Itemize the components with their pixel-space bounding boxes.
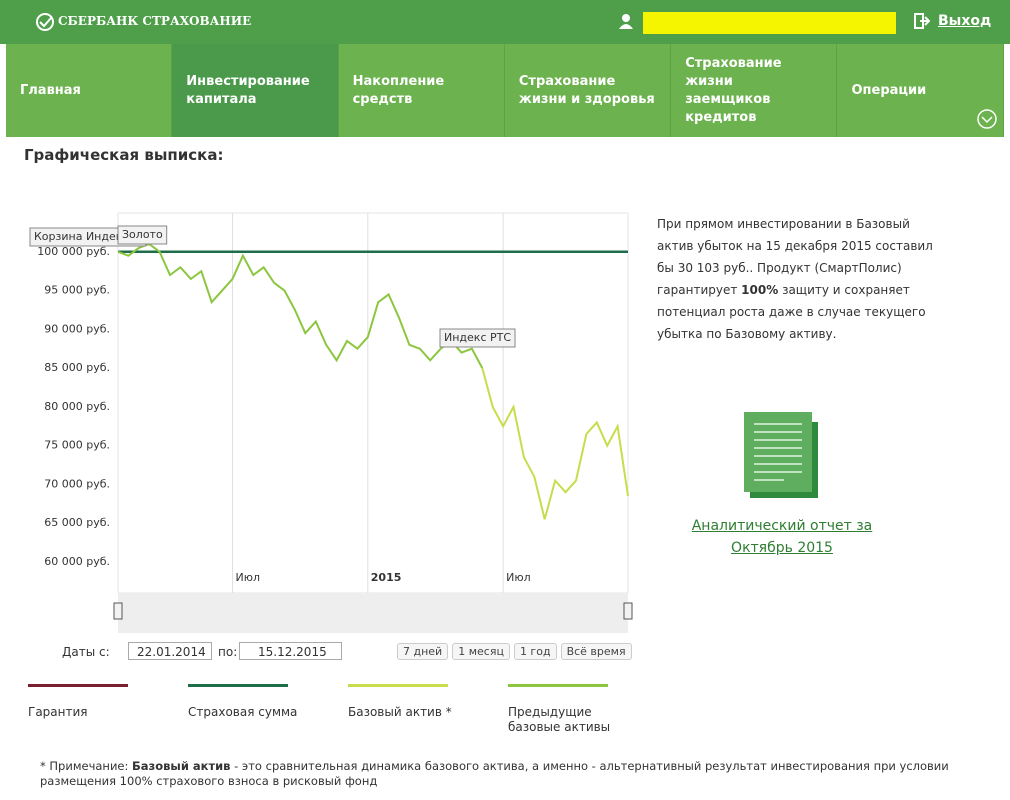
info-text-part: При прямом инвестировании в Базовый акти… xyxy=(657,217,933,297)
annotation: Индекс РТС xyxy=(439,328,516,348)
series-line xyxy=(117,242,484,369)
series-line xyxy=(481,367,629,520)
range-button[interactable]: 1 год xyxy=(513,643,557,660)
report-link[interactable]: Аналитический отчет за Октябрь 2015 xyxy=(682,515,882,559)
annotation-box xyxy=(439,328,516,348)
y-tick-label: 80 000 руб. xyxy=(44,400,110,413)
plot-area xyxy=(117,212,629,594)
date-from-input[interactable]: 22.01.2014 xyxy=(128,642,212,660)
redacted-user xyxy=(643,12,896,34)
annotation-box xyxy=(117,225,168,245)
annotation-label: Корзина Индексов xyxy=(34,230,142,243)
x-tick-label: Июл xyxy=(235,571,260,584)
legend-swatch xyxy=(348,684,448,687)
nav-bar: Главная Инвестирование капитала Накопление… xyxy=(6,44,1004,137)
legend-item[interactable]: Страховая сумма xyxy=(188,684,308,720)
range-button[interactable]: 1 месяц xyxy=(452,643,510,660)
info-text-bold: 100% xyxy=(741,283,779,297)
logout-icon xyxy=(914,13,930,29)
report-link-line: Октябрь 2015 xyxy=(731,540,833,556)
chart: 60 000 руб. 65 000 руб. 70 000 руб. 75 000 … xyxy=(29,212,633,633)
legend-swatch xyxy=(28,684,128,687)
nav-item[interactable]: Инвестирование капитала xyxy=(172,44,339,137)
range-button[interactable]: 7 дней xyxy=(397,643,449,660)
report-link-line: Аналитический отчет за xyxy=(691,518,873,534)
legend-swatch xyxy=(508,684,608,687)
nav-expand[interactable] xyxy=(976,108,998,130)
nav-item[interactable]: Страхование жизни и здоровья xyxy=(505,44,672,137)
annotation-label: Золото xyxy=(122,228,163,241)
date-to-input[interactable]: 15.12.2015 xyxy=(239,642,342,660)
footnote-part: - это сравнительная динамика базового ак… xyxy=(40,759,949,788)
footnote-bold: Базовый актив xyxy=(132,759,231,773)
y-tick-label: 65 000 руб. xyxy=(44,516,110,529)
footnote-part: * Примечание: xyxy=(40,759,133,773)
legend-label: Страховая сумма xyxy=(188,705,298,719)
navigator-handle[interactable] xyxy=(113,602,123,620)
logout-link[interactable]: Выход xyxy=(938,13,992,29)
nav-item[interactable]: Страхование жизни заемщиков кредитов xyxy=(671,44,838,137)
legend-swatch xyxy=(188,684,288,687)
annotation: Корзина Индексов xyxy=(29,227,147,247)
y-tick-label: 70 000 руб. xyxy=(44,477,110,490)
annotation: Золото xyxy=(117,225,168,245)
navigator-handle[interactable] xyxy=(623,602,633,620)
legend-label: Гарантия xyxy=(28,705,88,719)
date-from-label: Даты с: xyxy=(62,645,110,659)
nav-item[interactable]: Накопление средств xyxy=(339,44,505,137)
heading: Графическая выписка: xyxy=(24,146,224,164)
x-tick-label: Июл xyxy=(506,571,531,584)
top-bar: СБЕРБАНК СТРАХОВАНИЕ Выход xyxy=(0,0,1010,44)
y-tick-label: 60 000 руб. xyxy=(44,555,110,568)
info-text: При прямом инвестировании в Базовый акти… xyxy=(657,213,947,345)
logo-icon xyxy=(36,13,54,31)
range-button[interactable]: Всё время xyxy=(560,643,632,660)
y-tick-label: 100 000 руб. xyxy=(37,245,110,258)
nav-item[interactable]: Операции xyxy=(837,44,1004,137)
report-icon[interactable] xyxy=(744,410,820,500)
range-buttons: 7 дней 1 месяц 1 год Всё время xyxy=(393,643,632,660)
y-tick-label: 75 000 руб. xyxy=(44,439,110,452)
date-to-label: по: xyxy=(218,645,238,659)
footnote: * Примечание: Базовый актив - это сравни… xyxy=(40,759,995,789)
navigator xyxy=(118,593,628,633)
legend-item[interactable]: Предыдущие базовые активы xyxy=(508,684,628,735)
legend-label: Базовый актив * xyxy=(348,705,452,719)
info-text-part: защиту и сохраняет потенциал роста даже … xyxy=(657,283,926,341)
y-tick-label: 90 000 руб. xyxy=(44,322,110,335)
annotation-label: Индекс РТС xyxy=(444,331,511,344)
legend-label: Предыдущие базовые активы xyxy=(508,705,611,734)
y-tick-label: 95 000 руб. xyxy=(44,284,110,297)
nav-item[interactable]: Главная xyxy=(6,44,173,137)
x-tick-label: 2015 xyxy=(371,571,402,584)
logo[interactable]: СБЕРБАНК СТРАХОВАНИЕ xyxy=(58,14,252,28)
user-icon xyxy=(619,14,633,29)
legend: Гарантия Страховая сумма Базовый актив * Пр… xyxy=(28,684,668,744)
y-tick-label: 85 000 руб. xyxy=(44,361,110,374)
legend-item[interactable]: Базовый актив * xyxy=(348,684,468,720)
legend-item[interactable]: Гарантия xyxy=(28,684,148,720)
